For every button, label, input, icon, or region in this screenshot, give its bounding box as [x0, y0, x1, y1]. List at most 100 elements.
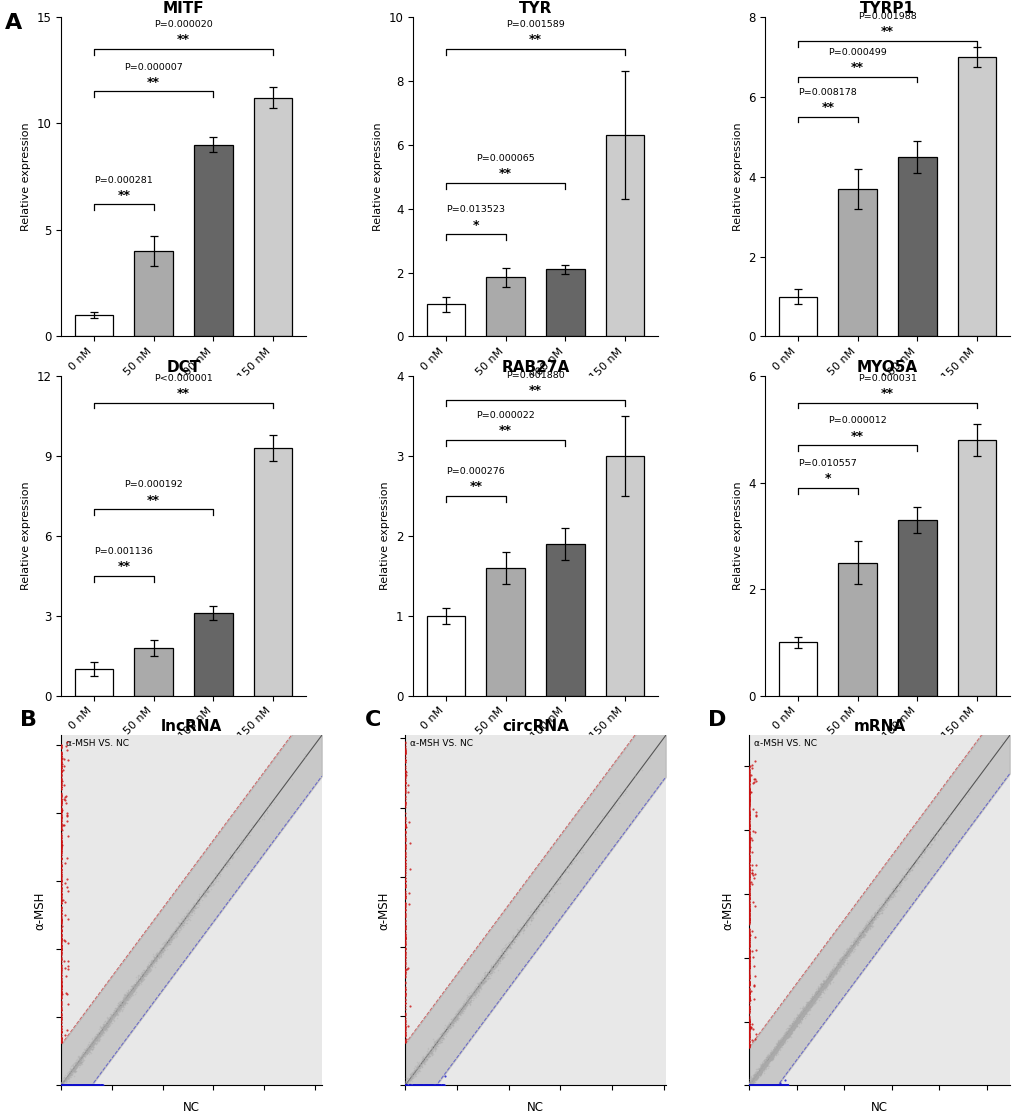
Point	[741, 1076, 757, 1094]
Point	[741, 904, 757, 922]
Point	[827, 960, 844, 978]
Point	[874, 894, 891, 912]
Point	[802, 994, 818, 1012]
Point	[53, 970, 69, 988]
Point	[53, 1076, 69, 1094]
Point	[181, 911, 198, 929]
Point	[881, 888, 898, 906]
Point	[88, 1028, 104, 1046]
Point	[764, 1042, 781, 1060]
Point	[783, 1022, 799, 1040]
Point	[741, 1076, 757, 1094]
Point	[396, 1076, 413, 1094]
Point	[761, 1050, 777, 1068]
Point	[827, 959, 844, 977]
Point	[96, 1023, 112, 1041]
Point	[741, 781, 757, 799]
Point	[396, 1076, 413, 1094]
Point	[741, 1076, 757, 1094]
Point	[824, 960, 841, 978]
Point	[883, 881, 900, 899]
Point	[445, 1010, 462, 1028]
Point	[741, 1013, 757, 1031]
Point	[741, 1076, 757, 1094]
Point	[219, 855, 235, 873]
Point	[790, 1013, 806, 1031]
Point	[741, 1076, 757, 1094]
Point	[53, 778, 69, 796]
Point	[742, 1075, 758, 1093]
Point	[777, 1076, 794, 1094]
Point	[741, 1076, 757, 1094]
Point	[73, 1045, 90, 1063]
Point	[53, 1076, 69, 1094]
Point	[775, 1029, 792, 1047]
Point	[53, 1076, 69, 1094]
Point	[741, 1076, 757, 1094]
Point	[53, 1076, 69, 1094]
Point	[822, 969, 839, 987]
Point	[53, 1006, 69, 1024]
Point	[840, 942, 856, 960]
Point	[446, 1012, 463, 1029]
Point	[143, 960, 159, 978]
Point	[849, 934, 865, 952]
Point	[773, 1033, 790, 1051]
Point	[741, 765, 757, 783]
Point	[837, 943, 853, 961]
Point	[741, 1076, 757, 1094]
Point	[777, 1027, 794, 1045]
Point	[741, 1076, 757, 1094]
Point	[817, 974, 834, 991]
Point	[776, 1027, 793, 1045]
Point	[758, 1052, 774, 1070]
Point	[741, 924, 757, 942]
Point	[396, 1076, 413, 1094]
Point	[422, 1044, 438, 1062]
Point	[396, 1076, 413, 1094]
Point	[741, 1076, 757, 1094]
Point	[110, 998, 126, 1016]
Point	[893, 871, 909, 888]
Point	[741, 1076, 757, 1094]
Point	[806, 985, 822, 1003]
Point	[72, 1052, 89, 1070]
Point	[769, 1036, 786, 1054]
Point	[150, 947, 166, 965]
Point	[203, 875, 219, 893]
Point	[743, 1076, 759, 1094]
Point	[746, 1069, 762, 1087]
Point	[853, 928, 869, 946]
Point	[741, 937, 757, 955]
Point	[741, 1076, 757, 1094]
Point	[799, 997, 815, 1015]
Point	[741, 1076, 757, 1094]
Point	[741, 1076, 757, 1094]
Point	[785, 1017, 801, 1035]
Point	[741, 1076, 757, 1094]
Point	[396, 1023, 413, 1041]
Point	[764, 1045, 781, 1063]
Point	[789, 1008, 805, 1026]
Point	[195, 886, 211, 904]
Point	[787, 1012, 803, 1029]
Point	[396, 752, 413, 770]
Point	[60, 1063, 76, 1081]
Point	[471, 974, 487, 991]
Point	[741, 1076, 757, 1094]
Point	[79, 1076, 96, 1094]
Point	[53, 1076, 69, 1094]
Point	[529, 902, 545, 920]
Point	[829, 957, 846, 975]
Point	[475, 975, 491, 993]
Point	[224, 845, 240, 863]
Point	[396, 1076, 413, 1094]
Point	[135, 968, 151, 986]
Point	[805, 993, 821, 1010]
Point	[396, 900, 413, 918]
Point	[813, 978, 829, 996]
Point	[741, 1076, 757, 1094]
Point	[53, 1076, 69, 1094]
Point	[755, 1056, 771, 1074]
Point	[741, 1076, 757, 1094]
